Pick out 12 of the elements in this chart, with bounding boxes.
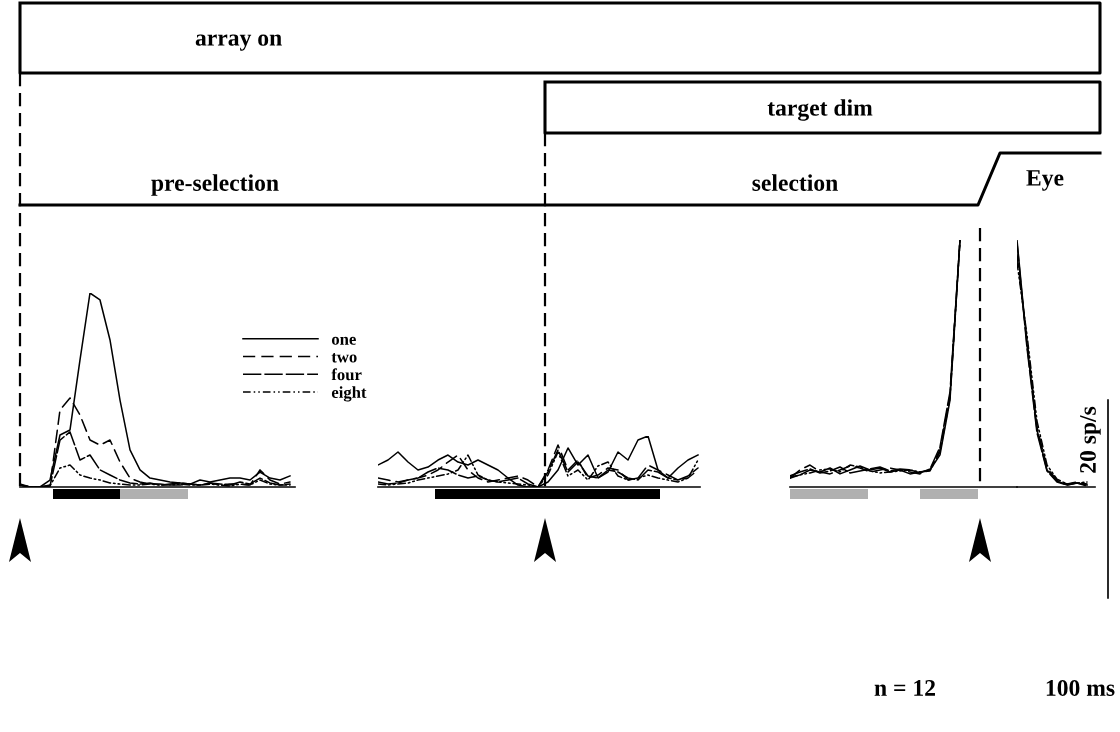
text: pre-selection	[151, 174, 279, 196]
text: target dim	[767, 99, 873, 121]
text: Eye	[1026, 170, 1064, 191]
annotation: 20 sp/s	[1079, 406, 1101, 473]
legend-label: one	[331, 336, 356, 345]
legend-label: two	[331, 353, 357, 363]
legend-label: eight	[331, 386, 367, 402]
text: array on	[195, 34, 282, 51]
text: n = 12	[874, 680, 935, 696]
legend-label: four	[331, 368, 362, 381]
text: 100 ms	[1046, 679, 1115, 696]
text: selection	[752, 174, 838, 191]
